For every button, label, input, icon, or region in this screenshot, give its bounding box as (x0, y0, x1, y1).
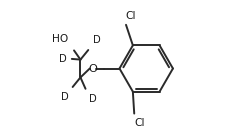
Text: Cl: Cl (135, 118, 145, 128)
Text: Cl: Cl (125, 11, 136, 21)
Text: D: D (59, 54, 67, 64)
Text: D: D (60, 92, 68, 102)
Text: D: D (93, 35, 100, 45)
Text: O: O (88, 64, 97, 73)
Text: D: D (88, 94, 96, 104)
Text: HO: HO (52, 34, 68, 44)
